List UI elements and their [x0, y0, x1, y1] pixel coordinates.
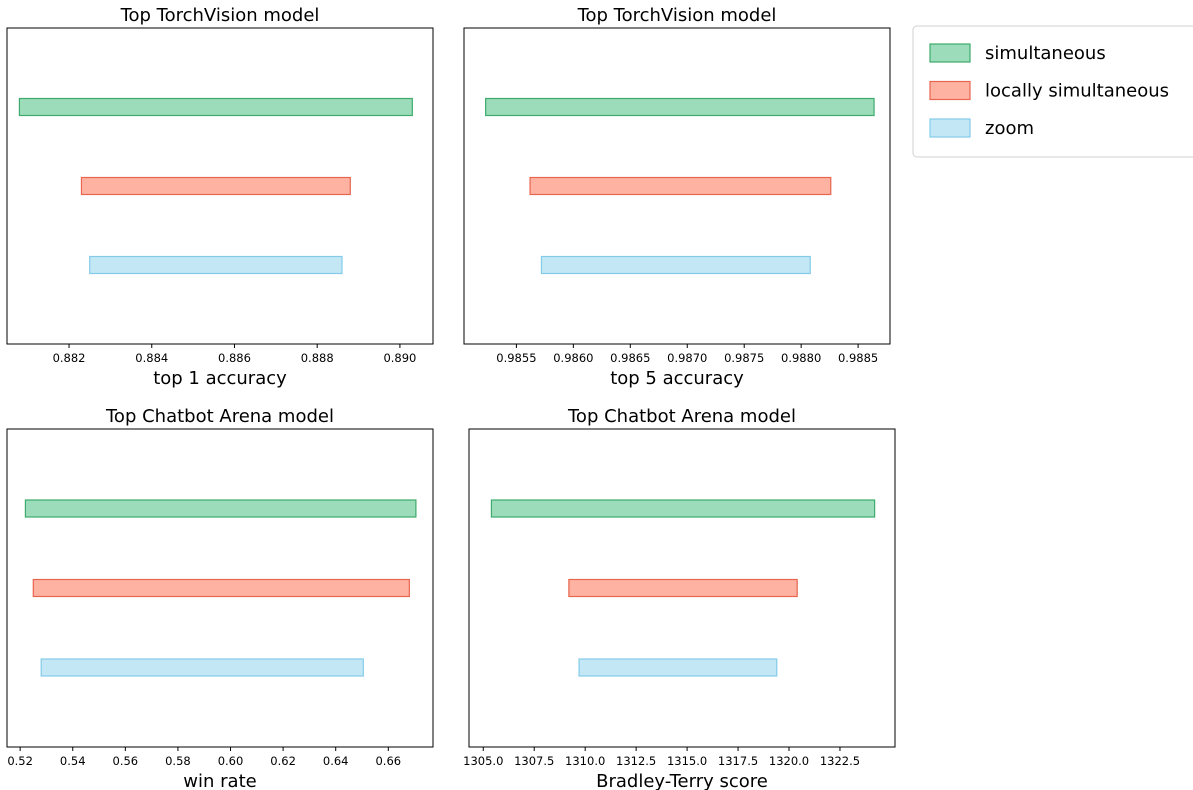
x-tick-label: 0.890	[383, 351, 416, 365]
x-tick-label: 0.9860	[553, 351, 593, 365]
interval-bar-simultaneous	[24, 499, 417, 518]
plot-frame	[463, 27, 891, 345]
chart-panel-1: Top TorchVision model 0.882 0.884 0.886 0.88…	[6, 5, 434, 389]
interval-bar-simultaneous	[490, 499, 876, 518]
plot-frame	[468, 428, 896, 748]
legend-label: locally simultaneous	[985, 81, 1169, 102]
x-tick-label: 0.9870	[667, 351, 707, 365]
chart-panel-3: Top Chatbot Arena model 0.52 0.54 0.56 0.58 0…	[6, 406, 434, 790]
x-tick-label: 0.888	[301, 351, 334, 365]
x-tick-label: 1315.0	[667, 754, 707, 768]
legend-swatch	[929, 43, 971, 63]
legend-swatch	[929, 80, 971, 101]
x-tick-label: 1310.0	[565, 754, 605, 768]
x-tick-label: 1320.0	[769, 754, 809, 768]
x-tick-label: 0.62	[270, 754, 296, 768]
plot-frame	[6, 27, 434, 345]
chart-title: Top Chatbot Arena model	[105, 406, 334, 427]
x-tick-label: 0.60	[218, 754, 244, 768]
x-tick-label: 0.56	[113, 754, 139, 768]
x-tick-label: 1317.5	[718, 754, 758, 768]
legend: simultaneous locally simultaneous zoom	[912, 25, 1193, 158]
x-tick-label: 1312.5	[616, 754, 656, 768]
interval-bar-zoom	[578, 658, 778, 677]
chart-title: Top Chatbot Arena model	[567, 406, 796, 427]
chart-title: Top TorchVision model	[577, 5, 777, 26]
legend-label: zoom	[985, 118, 1034, 139]
legend-label: simultaneous	[985, 43, 1106, 64]
x-axis-label: win rate	[183, 771, 256, 790]
x-tick-label: 0.9855	[496, 351, 536, 365]
x-tick-label: 0.882	[53, 351, 86, 365]
interval-bar-locally-simultaneous	[568, 578, 798, 598]
plot-frame	[6, 428, 434, 748]
legend-box	[912, 25, 1193, 158]
x-tick-label: 0.9880	[781, 351, 821, 365]
x-tick-label: 0.9875	[724, 351, 764, 365]
x-tick-label: 0.58	[165, 754, 191, 768]
legend-swatch	[929, 118, 971, 138]
x-tick-label: 0.886	[218, 351, 251, 365]
interval-bar-zoom	[540, 255, 811, 275]
x-tick-label: 0.54	[60, 754, 86, 768]
chart-panel-2: Top TorchVision model 0.9855 0.9860 0.9865 0…	[463, 5, 891, 389]
x-tick-label: 0.9885	[838, 351, 878, 365]
x-axis-label: top 1 accuracy	[153, 368, 287, 389]
chart-panel-4: Top Chatbot Arena model 1305.0 1307.5 1310.…	[463, 406, 896, 790]
interval-bar-zoom	[89, 255, 343, 275]
x-tick-label: 0.66	[375, 754, 401, 768]
x-axis-label: Bradley-Terry score	[596, 771, 768, 790]
x-tick-label: 1322.5	[820, 754, 860, 768]
interval-bar-zoom	[40, 658, 364, 677]
interval-bar-simultaneous	[485, 97, 875, 117]
x-tick-label: 1307.5	[514, 754, 554, 768]
x-tick-label: 0.52	[7, 754, 33, 768]
x-tick-label: 0.884	[135, 351, 168, 365]
x-axis-label: top 5 accuracy	[610, 368, 744, 389]
interval-bar-locally-simultaneous	[529, 176, 832, 196]
interval-bar-simultaneous	[18, 97, 413, 117]
x-tick-label: 0.64	[323, 754, 349, 768]
interval-bar-locally-simultaneous	[32, 578, 410, 598]
x-tick-label: 0.9865	[610, 351, 650, 365]
interval-bar-locally-simultaneous	[80, 176, 351, 196]
chart-title: Top TorchVision model	[120, 5, 320, 26]
x-tick-label: 1305.0	[463, 754, 503, 768]
